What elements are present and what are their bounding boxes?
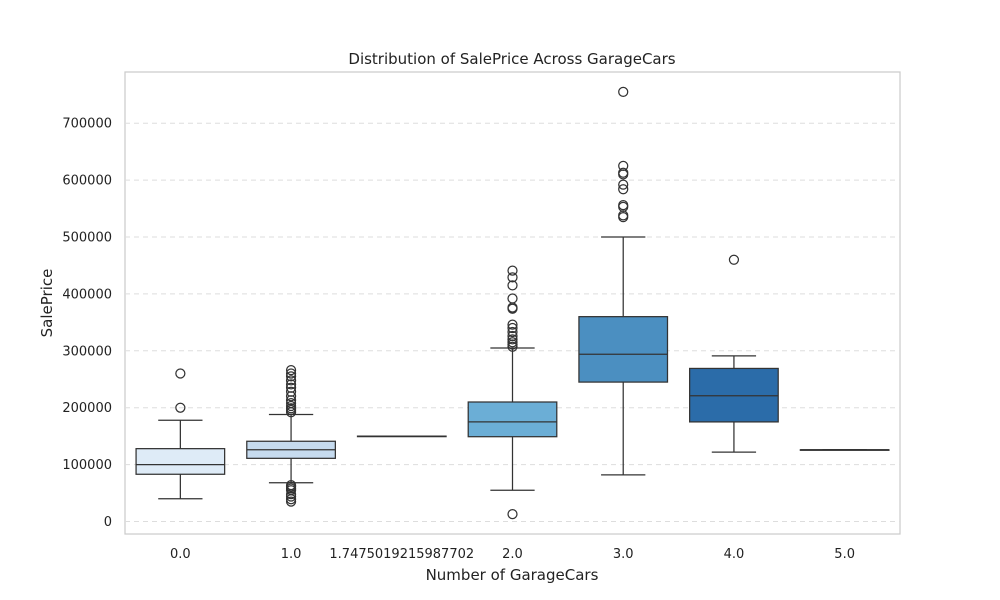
- y-tick-label: 400000: [62, 287, 112, 302]
- x-tick-label: 1.0: [281, 547, 302, 562]
- outlier-point: [175, 368, 186, 379]
- box-group: [689, 254, 779, 453]
- x-tick-label: 1.7475019215987702: [329, 547, 474, 562]
- x-axis-label: Number of GarageCars: [426, 566, 599, 584]
- outlier-point: [285, 400, 297, 412]
- outlier-point: [507, 280, 518, 291]
- outlier-point: [285, 368, 297, 379]
- outlier-point: [618, 200, 629, 211]
- outlier-point: [285, 382, 297, 393]
- outlier-point: [175, 402, 186, 413]
- outlier-point: [507, 508, 518, 520]
- box-group: [135, 368, 226, 500]
- box-group: [356, 435, 447, 438]
- outlier-point: [285, 375, 297, 386]
- x-tick-label: 3.0: [613, 547, 634, 562]
- outlier-point: [285, 371, 297, 382]
- x-tick-label: 2.0: [502, 547, 523, 562]
- outlier-point: [507, 337, 518, 348]
- outlier-point: [507, 334, 518, 345]
- outlier-point: [507, 272, 518, 283]
- iqr-box: [135, 448, 226, 475]
- outlier-point: [285, 479, 297, 491]
- box-group: [799, 449, 890, 451]
- outlier-point: [285, 379, 297, 390]
- y-tick-label: 200000: [62, 401, 112, 416]
- outlier-point: [618, 179, 629, 190]
- outlier-point: [728, 254, 740, 265]
- outlier-point: [618, 86, 629, 98]
- outlier-point: [618, 167, 629, 178]
- outlier-point: [507, 293, 518, 304]
- y-tick-label: 500000: [62, 231, 112, 246]
- box-layer: [135, 86, 890, 520]
- outlier-point: [285, 386, 297, 397]
- box-group: [467, 265, 558, 520]
- y-tick-label: 0: [104, 515, 112, 530]
- y-tick-label: 700000: [62, 117, 112, 132]
- box-group: [578, 86, 669, 476]
- outlier-point: [507, 322, 518, 334]
- outlier-point: [285, 398, 297, 409]
- outlier-point: [507, 326, 518, 338]
- box-group: [246, 365, 336, 507]
- y-axis-label: SalePrice: [38, 269, 56, 338]
- iqr-box: [578, 316, 669, 383]
- iqr-box: [467, 401, 558, 438]
- tick-layer: 0 100000 200000 300000 400000 500000 600000 700…: [62, 117, 855, 562]
- y-tick-label: 600000: [62, 174, 112, 189]
- chart-title: Distribution of SalePrice Across GarageC…: [348, 50, 675, 68]
- outlier-point: [618, 184, 629, 195]
- x-tick-label: 4.0: [724, 547, 745, 562]
- outlier-point: [507, 265, 518, 276]
- outlier-point: [285, 365, 297, 376]
- x-tick-label: 0.0: [170, 547, 191, 562]
- x-tick-label: 5.0: [834, 547, 855, 562]
- plot-frame: [124, 71, 901, 535]
- outlier-point: [618, 160, 629, 172]
- y-tick-label: 300000: [62, 344, 112, 359]
- outlier-point: [507, 319, 518, 330]
- outlier-point: [507, 330, 518, 342]
- y-tick-label: 100000: [62, 458, 112, 473]
